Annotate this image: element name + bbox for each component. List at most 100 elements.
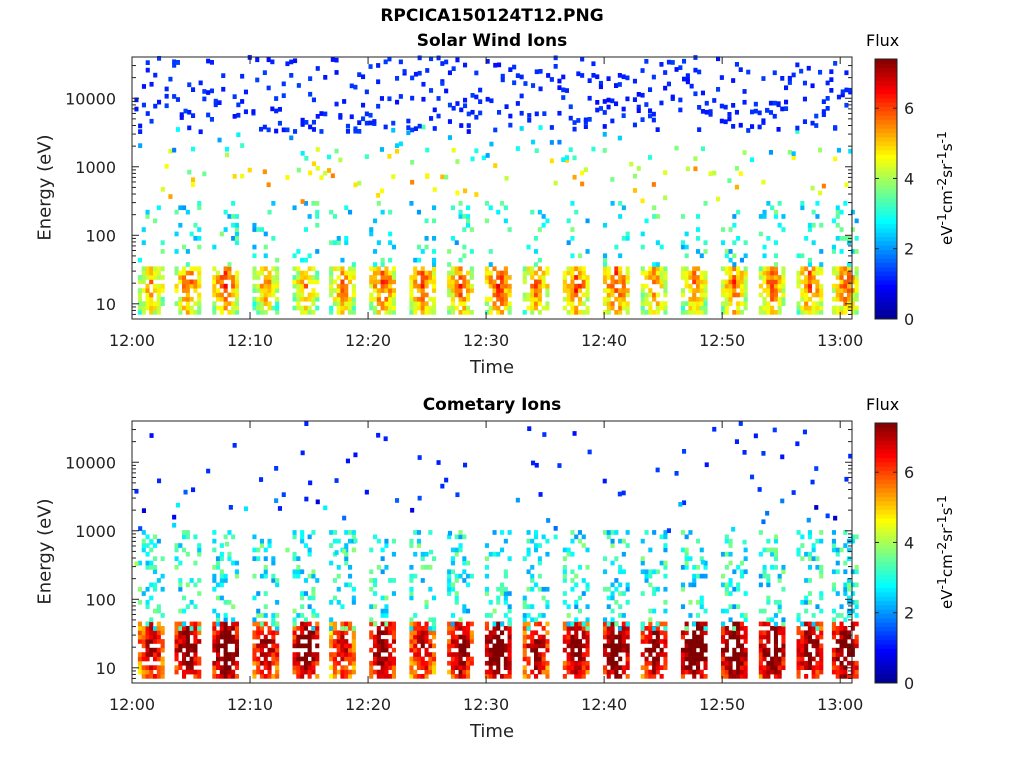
heatmap-cell [178,578,183,583]
heatmap-cell [736,279,741,285]
heatmap-cell [369,630,374,636]
heatmap-cell [221,86,226,92]
heatmap-cell [689,83,694,89]
heatmap-cell [216,296,221,302]
heatmap-cell [562,639,567,644]
heatmap-cell [380,647,385,653]
heatmap-cell [780,106,785,112]
heatmap-cell [736,582,741,588]
heatmap-cell [762,665,767,670]
heatmap-cell [585,647,590,653]
heatmap-cell [621,288,626,293]
heatmap-cell [450,613,455,618]
heatmap-cell [777,608,782,614]
heatmap-cell [625,634,630,640]
heatmap-cell [636,166,641,171]
heatmap-cell [182,634,187,640]
heatmap-cell [762,656,767,662]
colorbar-segment [875,592,897,597]
heatmap-cell [618,310,623,315]
heatmap-cell [777,630,782,636]
heatmap-cell [275,283,280,289]
heatmap-cell [699,604,704,609]
heatmap-cell [696,626,701,631]
heatmap-cell [300,270,305,276]
heatmap-cell [655,621,660,627]
heatmap-cell [315,643,320,649]
heatmap-cell [329,630,334,636]
heatmap-cell [500,296,505,302]
heatmap-cell [640,626,645,631]
heatmap-cell [234,240,239,245]
colorbar-segment [875,639,897,645]
heatmap-cell [160,639,165,644]
heatmap-cell [526,266,531,272]
heatmap-cell [259,626,264,631]
heatmap-cell [450,630,455,636]
heatmap-cell [610,639,615,644]
heatmap-cell [577,296,582,302]
heatmap-cell [807,660,812,666]
heatmap-cell [416,270,421,276]
heatmap-cell [843,296,848,302]
heatmap-cell [212,674,217,679]
heatmap-cell [156,305,161,311]
colorbar-segment [875,236,897,242]
heatmap-cell [507,301,512,306]
heatmap-cell [259,543,264,548]
x-tick-label: 12:10 [227,695,273,714]
heatmap-cell [369,227,374,232]
heatmap-cell [577,283,582,289]
heatmap-cell [292,205,297,211]
heatmap-cell [197,244,202,250]
heatmap-cell [758,582,763,588]
heatmap-cell [610,305,615,311]
heatmap-cell [736,643,741,649]
heatmap-cell [640,92,645,98]
heatmap-cell [807,296,812,302]
heatmap-cell [766,292,771,298]
heatmap-cell [344,283,349,289]
heatmap-cell [570,660,575,666]
heatmap-cell [450,569,455,575]
heatmap-cell [432,279,437,285]
heatmap-cell [198,129,203,135]
heatmap-cell [625,310,630,315]
heatmap-cell [189,626,194,631]
heatmap-cell [409,275,414,280]
heatmap-cell [728,674,733,679]
heatmap-cell [145,665,150,670]
heatmap-cell [819,305,824,311]
heatmap-cell [835,283,840,289]
heatmap-cell [209,117,214,122]
heatmap-cell [762,569,767,575]
heatmap-cell [492,283,497,289]
heatmap-cell [332,626,337,631]
heatmap-cell [773,292,778,298]
heatmap-cell [537,613,542,618]
heatmap-cell [424,565,429,570]
heatmap-cell [648,270,653,276]
heatmap-cell [223,656,228,662]
heatmap-cell [432,630,437,636]
heatmap-cell [603,586,608,592]
heatmap-cell [688,647,693,653]
heatmap-cell [684,244,689,250]
heatmap-cell [500,288,505,293]
heatmap-cell [831,569,836,575]
heatmap-cell [149,540,154,545]
heatmap-cell [644,270,649,276]
heatmap-cell [255,77,260,83]
heatmap-cell [610,595,615,601]
colorbar-segment [875,189,897,194]
heatmap-cell [728,660,733,666]
heatmap-cell [614,83,619,88]
heatmap-cell [484,270,489,276]
heatmap-cell [531,139,536,145]
heatmap-cell [463,462,468,468]
colorbar-segment [875,561,897,567]
heatmap-cell [462,634,467,640]
heatmap-cell [721,227,726,232]
heatmap-cell [252,222,257,228]
heatmap-cell [379,147,384,152]
